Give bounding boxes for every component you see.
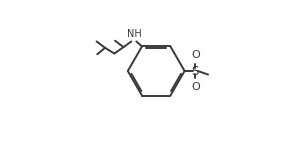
Text: O: O: [191, 82, 200, 92]
Text: NH: NH: [127, 29, 141, 39]
Text: O: O: [191, 50, 200, 60]
Text: S: S: [192, 64, 199, 78]
